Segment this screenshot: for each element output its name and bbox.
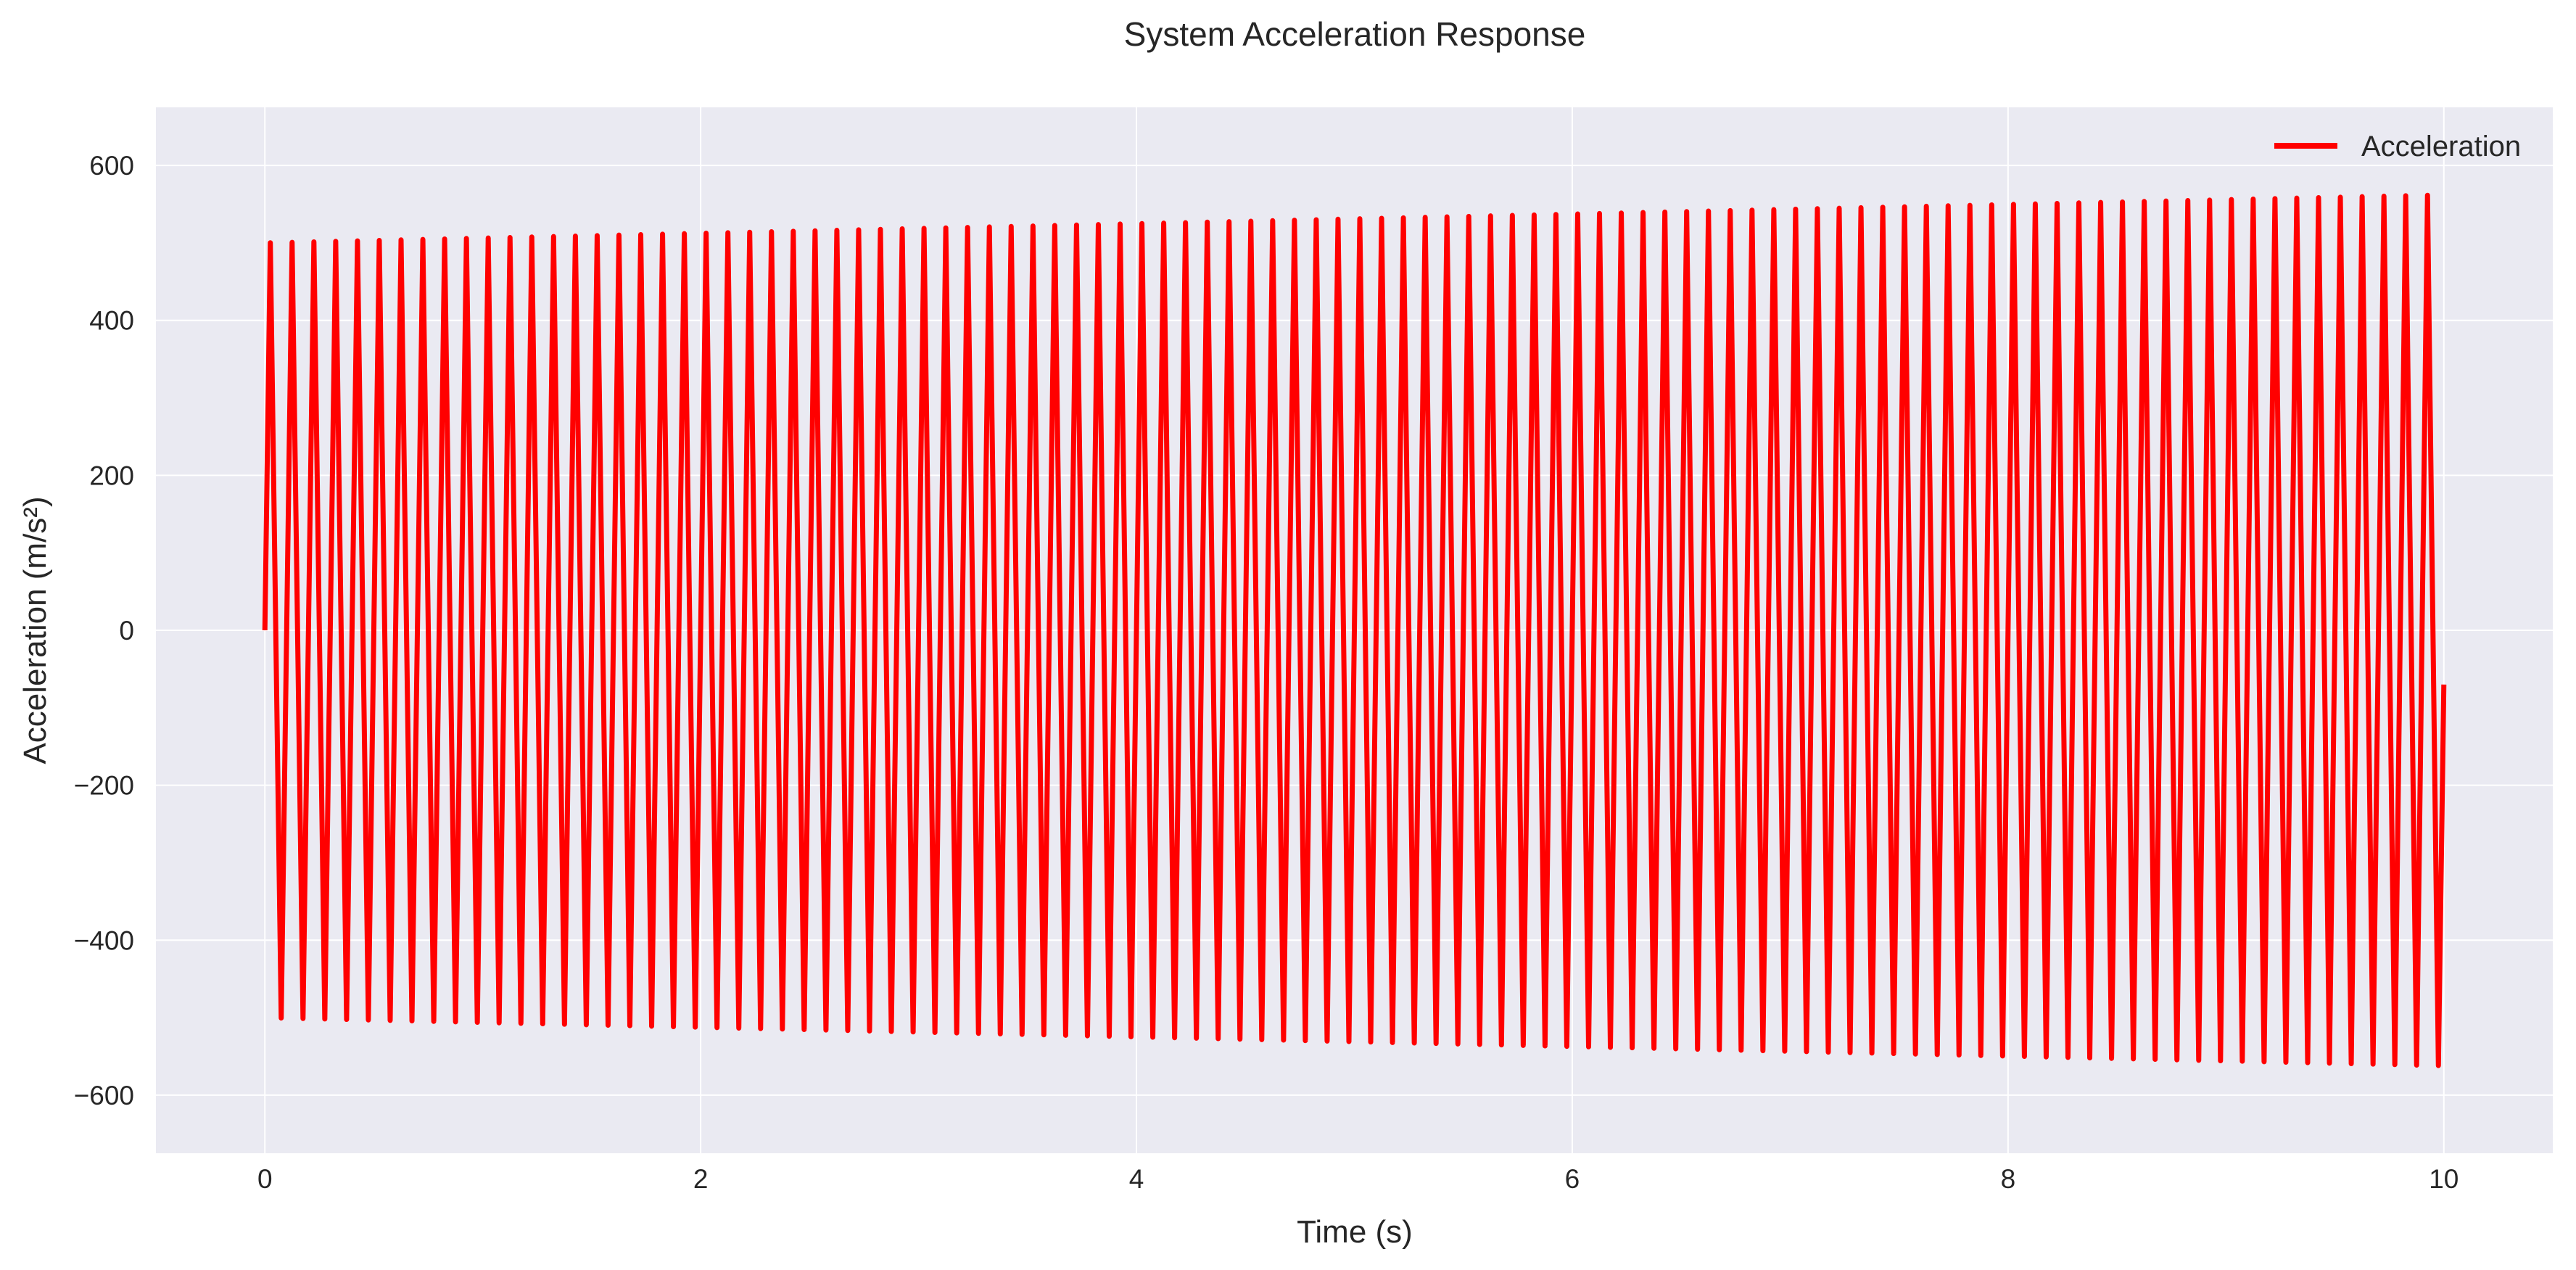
x-tick-label: 8 — [2001, 1164, 2016, 1194]
y-tick-label: −400 — [74, 925, 134, 955]
x-tick-label: 6 — [1565, 1164, 1580, 1194]
tick-labels: 0 2 4 6 8 10 −600 −400 −200 0 200 400 600 — [74, 151, 2459, 1194]
y-axis-title: Acceleration (m/s²) — [17, 496, 53, 764]
y-tick-label: 600 — [89, 151, 134, 181]
x-axis-title: Time (s) — [1297, 1214, 1413, 1250]
y-tick-label: 400 — [89, 306, 134, 336]
chart-title: System Acceleration Response — [1124, 15, 1586, 53]
x-tick-label: 10 — [2429, 1164, 2459, 1194]
y-tick-label: −600 — [74, 1081, 134, 1110]
x-tick-label: 2 — [693, 1164, 709, 1194]
x-tick-label: 0 — [257, 1164, 273, 1194]
y-tick-label: 200 — [89, 461, 134, 490]
series-line-acceleration — [262, 192, 2447, 1068]
y-tick-label: −200 — [74, 771, 134, 801]
x-tick-label: 4 — [1129, 1164, 1144, 1194]
legend: Acceleration — [2274, 131, 2521, 162]
line-layer — [262, 192, 2447, 1068]
legend-label-acceleration: Acceleration — [2361, 131, 2521, 162]
y-tick-label: 0 — [119, 616, 134, 646]
